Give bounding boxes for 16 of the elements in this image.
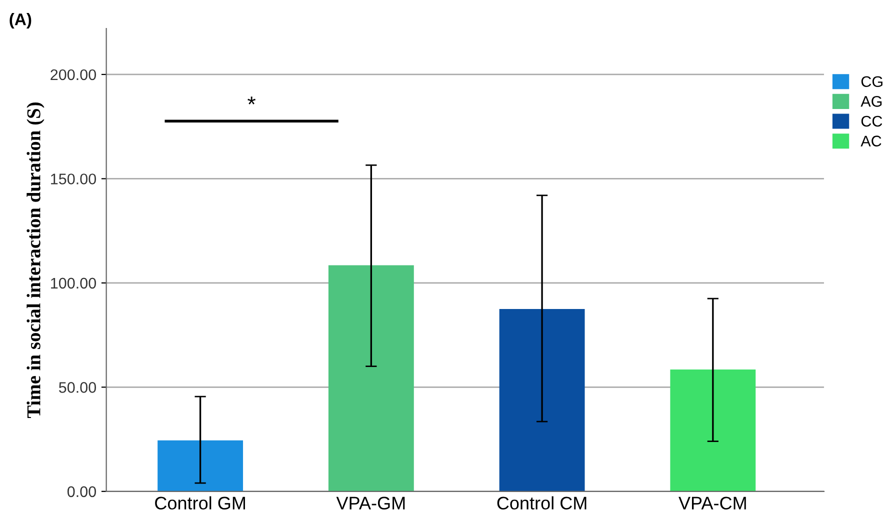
y-tick-label: 50.00 bbox=[58, 382, 96, 393]
x-tick-label: Control CM bbox=[497, 496, 586, 510]
y-tick-label: 0.00 bbox=[67, 486, 96, 498]
legend-label: CG bbox=[861, 76, 882, 88]
x-tick-label: VPA-CM bbox=[678, 496, 746, 510]
y-tick-label: 150.00 bbox=[51, 174, 96, 184]
x-tick-label: Control GM bbox=[155, 496, 245, 510]
y-axis-title: Time in social interaction duration (S) bbox=[26, 102, 44, 418]
legend-label: AC bbox=[860, 136, 882, 146]
y-tick-label: 200.00 bbox=[50, 69, 96, 80]
y-tick-label: 100.00 bbox=[51, 278, 96, 289]
annotation: * bbox=[248, 96, 256, 104]
legend-label: AG bbox=[860, 96, 882, 107]
x-tick-label: VPA-GM bbox=[336, 496, 405, 510]
text: (A) bbox=[10, 13, 32, 29]
legend-label: CC bbox=[861, 116, 882, 127]
